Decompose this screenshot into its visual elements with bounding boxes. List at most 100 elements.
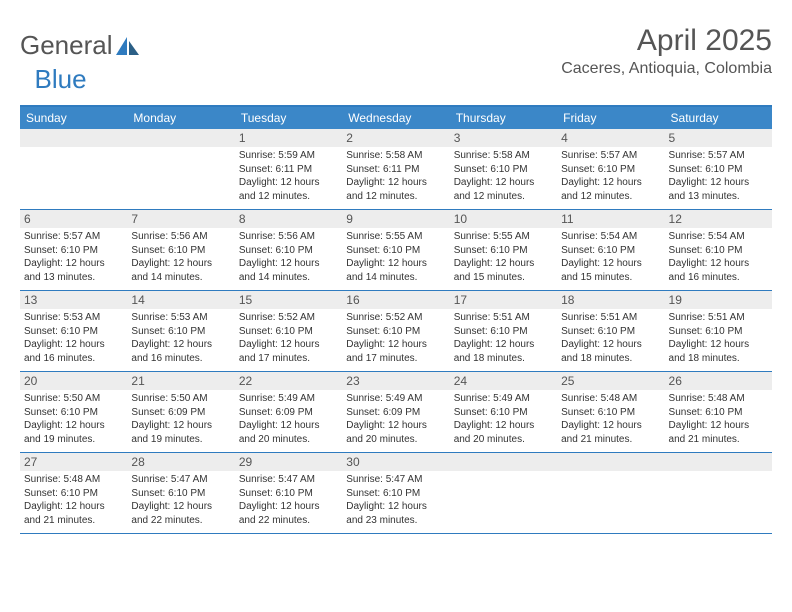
day-cell: 2Sunrise: 5:58 AMSunset: 6:11 PMDaylight…: [342, 129, 449, 209]
day-cell: [557, 453, 664, 533]
daylight-text: Daylight: 12 hours and 12 minutes.: [454, 176, 553, 203]
day-number: 13: [20, 291, 127, 309]
day-cell: 27Sunrise: 5:48 AMSunset: 6:10 PMDayligh…: [20, 453, 127, 533]
day-cell: 20Sunrise: 5:50 AMSunset: 6:10 PMDayligh…: [20, 372, 127, 452]
sunrise-text: Sunrise: 5:56 AM: [131, 230, 230, 244]
day-number: 6: [20, 210, 127, 228]
week-row: 13Sunrise: 5:53 AMSunset: 6:10 PMDayligh…: [20, 290, 772, 371]
day-number: 23: [342, 372, 449, 390]
sunrise-text: Sunrise: 5:56 AM: [239, 230, 338, 244]
daylight-text: Daylight: 12 hours and 16 minutes.: [131, 338, 230, 365]
day-body: Sunrise: 5:53 AMSunset: 6:10 PMDaylight:…: [127, 309, 234, 371]
calendar-page: General April 2025 Caceres, Antioquia, C…: [0, 0, 792, 544]
sunset-text: Sunset: 6:11 PM: [239, 163, 338, 177]
day-body: Sunrise: 5:49 AMSunset: 6:09 PMDaylight:…: [342, 390, 449, 452]
sunset-text: Sunset: 6:10 PM: [454, 244, 553, 258]
dow-tuesday: Tuesday: [235, 107, 342, 129]
day-number: 24: [450, 372, 557, 390]
day-cell: 14Sunrise: 5:53 AMSunset: 6:10 PMDayligh…: [127, 291, 234, 371]
dow-sunday: Sunday: [20, 107, 127, 129]
sunrise-text: Sunrise: 5:52 AM: [346, 311, 445, 325]
day-cell: 10Sunrise: 5:55 AMSunset: 6:10 PMDayligh…: [450, 210, 557, 290]
day-number: 15: [235, 291, 342, 309]
sunset-text: Sunset: 6:10 PM: [239, 487, 338, 501]
day-body: Sunrise: 5:48 AMSunset: 6:10 PMDaylight:…: [20, 471, 127, 533]
daylight-text: Daylight: 12 hours and 18 minutes.: [561, 338, 660, 365]
day-number: [557, 453, 664, 471]
sunset-text: Sunset: 6:10 PM: [669, 325, 768, 339]
day-body: Sunrise: 5:51 AMSunset: 6:10 PMDaylight:…: [665, 309, 772, 371]
sunrise-text: Sunrise: 5:48 AM: [24, 473, 123, 487]
daylight-text: Daylight: 12 hours and 18 minutes.: [454, 338, 553, 365]
sunrise-text: Sunrise: 5:48 AM: [669, 392, 768, 406]
sunrise-text: Sunrise: 5:47 AM: [131, 473, 230, 487]
sunrise-text: Sunrise: 5:54 AM: [561, 230, 660, 244]
sunset-text: Sunset: 6:10 PM: [454, 163, 553, 177]
daylight-text: Daylight: 12 hours and 19 minutes.: [131, 419, 230, 446]
day-number: 10: [450, 210, 557, 228]
day-number: 21: [127, 372, 234, 390]
day-number: 27: [20, 453, 127, 471]
sunrise-text: Sunrise: 5:57 AM: [669, 149, 768, 163]
daylight-text: Daylight: 12 hours and 21 minutes.: [561, 419, 660, 446]
sunset-text: Sunset: 6:10 PM: [669, 244, 768, 258]
day-number: 5: [665, 129, 772, 147]
day-number: 4: [557, 129, 664, 147]
calendar-grid: Sunday Monday Tuesday Wednesday Thursday…: [20, 105, 772, 534]
sunrise-text: Sunrise: 5:47 AM: [346, 473, 445, 487]
day-body: Sunrise: 5:59 AMSunset: 6:11 PMDaylight:…: [235, 147, 342, 209]
day-number: [20, 129, 127, 147]
day-cell: 11Sunrise: 5:54 AMSunset: 6:10 PMDayligh…: [557, 210, 664, 290]
daylight-text: Daylight: 12 hours and 17 minutes.: [239, 338, 338, 365]
day-number: 2: [342, 129, 449, 147]
day-body: Sunrise: 5:58 AMSunset: 6:10 PMDaylight:…: [450, 147, 557, 209]
week-row: 6Sunrise: 5:57 AMSunset: 6:10 PMDaylight…: [20, 209, 772, 290]
day-body: Sunrise: 5:48 AMSunset: 6:10 PMDaylight:…: [665, 390, 772, 452]
day-cell: 3Sunrise: 5:58 AMSunset: 6:10 PMDaylight…: [450, 129, 557, 209]
sunrise-text: Sunrise: 5:49 AM: [454, 392, 553, 406]
day-number: [450, 453, 557, 471]
day-body: [127, 147, 234, 205]
sunset-text: Sunset: 6:10 PM: [346, 487, 445, 501]
day-cell: [450, 453, 557, 533]
day-number: [127, 129, 234, 147]
day-cell: 7Sunrise: 5:56 AMSunset: 6:10 PMDaylight…: [127, 210, 234, 290]
day-cell: 4Sunrise: 5:57 AMSunset: 6:10 PMDaylight…: [557, 129, 664, 209]
sunset-text: Sunset: 6:10 PM: [131, 325, 230, 339]
day-cell: 15Sunrise: 5:52 AMSunset: 6:10 PMDayligh…: [235, 291, 342, 371]
day-number: 7: [127, 210, 234, 228]
daylight-text: Daylight: 12 hours and 23 minutes.: [346, 500, 445, 527]
day-cell: 12Sunrise: 5:54 AMSunset: 6:10 PMDayligh…: [665, 210, 772, 290]
sunset-text: Sunset: 6:10 PM: [346, 244, 445, 258]
sunset-text: Sunset: 6:11 PM: [346, 163, 445, 177]
day-number: 18: [557, 291, 664, 309]
daylight-text: Daylight: 12 hours and 14 minutes.: [131, 257, 230, 284]
day-number: 30: [342, 453, 449, 471]
day-body: Sunrise: 5:56 AMSunset: 6:10 PMDaylight:…: [235, 228, 342, 290]
sunrise-text: Sunrise: 5:53 AM: [131, 311, 230, 325]
sunrise-text: Sunrise: 5:49 AM: [346, 392, 445, 406]
day-cell: 6Sunrise: 5:57 AMSunset: 6:10 PMDaylight…: [20, 210, 127, 290]
week-row: 20Sunrise: 5:50 AMSunset: 6:10 PMDayligh…: [20, 371, 772, 452]
day-body: Sunrise: 5:47 AMSunset: 6:10 PMDaylight:…: [342, 471, 449, 533]
day-body: [20, 147, 127, 205]
sunrise-text: Sunrise: 5:52 AM: [239, 311, 338, 325]
dow-thursday: Thursday: [450, 107, 557, 129]
brand-part2: Blue: [35, 64, 87, 95]
day-body: Sunrise: 5:57 AMSunset: 6:10 PMDaylight:…: [557, 147, 664, 209]
sunrise-text: Sunrise: 5:51 AM: [561, 311, 660, 325]
sunrise-text: Sunrise: 5:58 AM: [346, 149, 445, 163]
daylight-text: Daylight: 12 hours and 15 minutes.: [561, 257, 660, 284]
day-cell: [127, 129, 234, 209]
day-number: 14: [127, 291, 234, 309]
sunrise-text: Sunrise: 5:48 AM: [561, 392, 660, 406]
day-number: 20: [20, 372, 127, 390]
day-cell: 26Sunrise: 5:48 AMSunset: 6:10 PMDayligh…: [665, 372, 772, 452]
month-title: April 2025: [561, 24, 772, 58]
day-number: 16: [342, 291, 449, 309]
sunset-text: Sunset: 6:10 PM: [669, 406, 768, 420]
sunset-text: Sunset: 6:10 PM: [561, 163, 660, 177]
dow-monday: Monday: [127, 107, 234, 129]
daylight-text: Daylight: 12 hours and 16 minutes.: [24, 338, 123, 365]
dow-header-row: Sunday Monday Tuesday Wednesday Thursday…: [20, 107, 772, 129]
